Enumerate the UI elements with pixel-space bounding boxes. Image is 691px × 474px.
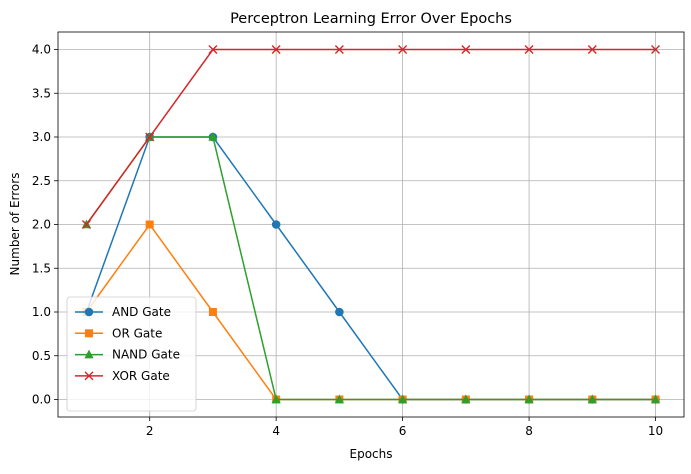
legend-item: XOR Gate: [75, 369, 170, 383]
legend-box: [66, 296, 197, 412]
nand-gate-point: [587, 394, 597, 404]
xor-gate-point: [334, 45, 344, 54]
nand-gate-line: [85, 136, 656, 401]
legend-marker: [84, 371, 94, 381]
legend-marker: [85, 329, 93, 338]
chart-title: Perceptron Learning Error Over Epochs: [230, 11, 512, 27]
legend-label: XOR Gate: [112, 369, 170, 383]
legend-label: OR Gate: [112, 326, 162, 340]
y-tick-label: 3.0: [32, 130, 51, 144]
nand-gate-point: [461, 394, 471, 404]
axes: 2 4 6 8 10 0.0 0.5 1.0 1.5 2.0 2.5 3.0 3.5 4.0: [32, 43, 663, 439]
legend-item: OR Gate: [75, 326, 162, 340]
legend-marker: [84, 349, 94, 359]
xor-gate-point: [398, 45, 408, 54]
legend: AND Gate OR Gate NAND Gate XOR Gate: [66, 296, 197, 412]
nand-gate-point: [398, 394, 408, 404]
y-tick-label: 3.5: [32, 86, 51, 100]
legend-label: AND Gate: [112, 305, 171, 319]
nand-gate-point: [334, 394, 344, 404]
x-tick-label: 10: [648, 424, 663, 438]
nand-gate-point: [524, 394, 534, 404]
and-gate-point: [271, 220, 281, 229]
y-tick-label: 1.0: [32, 305, 51, 319]
x-axis-label: Epochs: [350, 447, 393, 461]
legend-label: NAND Gate: [112, 348, 180, 362]
or-gate-point: [145, 220, 154, 229]
nand-gate-point: [650, 394, 661, 404]
y-axis-label: Number of Errors: [8, 173, 22, 276]
plot-frame: [57, 31, 685, 418]
y-tick-label: 0.5: [32, 349, 51, 363]
y-tick-label: 2.5: [32, 174, 51, 188]
legend-item: NAND Gate: [75, 348, 180, 362]
y-tick-label: 4.0: [32, 43, 51, 57]
xor-gate-point: [271, 45, 281, 54]
x-tick-label: 6: [399, 424, 407, 438]
xor-gate-point: [208, 45, 218, 54]
or-gate-point: [208, 308, 217, 316]
xor-gate-point: [145, 132, 155, 142]
x-tick-label: 2: [146, 424, 154, 438]
and-gate-point: [335, 307, 344, 317]
xor-gate-point: [587, 45, 597, 54]
x-tick-label: 8: [525, 424, 533, 438]
legend-item: AND Gate: [75, 305, 171, 319]
xor-gate-point: [524, 45, 534, 54]
x-tick-label: 4: [272, 424, 280, 438]
y-tick-label: 1.5: [32, 261, 51, 275]
nand-gate-point: [271, 394, 281, 404]
nand-gate-point: [208, 132, 218, 141]
xor-gate-point: [461, 45, 471, 54]
xor-gate-point: [651, 45, 661, 54]
legend-marker: [84, 307, 94, 317]
y-tick-label: 2.0: [32, 218, 51, 232]
y-tick-label: 0.0: [32, 393, 51, 407]
xor-gate-line: [85, 48, 656, 225]
xor-gate-point: [81, 220, 91, 229]
xor-gate-series: [81, 45, 661, 229]
